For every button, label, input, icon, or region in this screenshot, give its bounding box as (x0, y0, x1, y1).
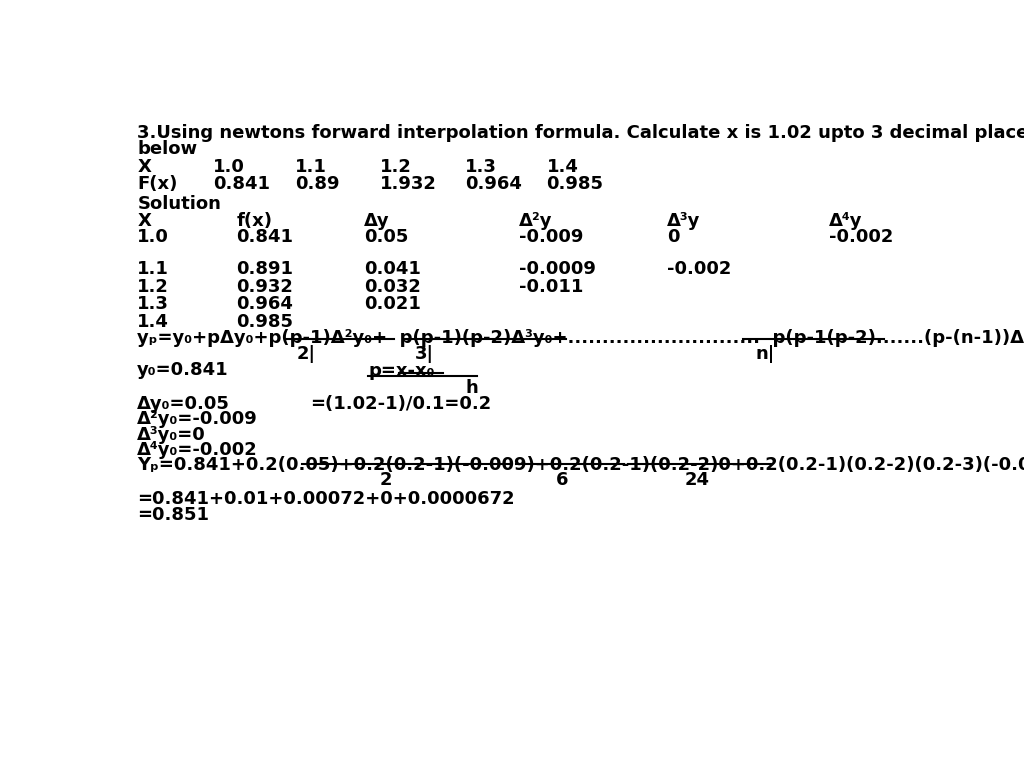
Text: 1.3: 1.3 (137, 296, 169, 313)
Text: Δ⁴y₀=-0.002: Δ⁴y₀=-0.002 (137, 441, 258, 459)
Text: Δ⁴y: Δ⁴y (829, 212, 863, 230)
Text: 1.0: 1.0 (137, 227, 169, 246)
Text: 0.89: 0.89 (295, 175, 339, 194)
Text: 0.985: 0.985 (547, 175, 603, 194)
Text: 0.891: 0.891 (237, 260, 294, 278)
Text: 1.1: 1.1 (295, 157, 327, 176)
Text: =0.841+0.01+0.00072+0+0.0000672: =0.841+0.01+0.00072+0+0.0000672 (137, 490, 515, 508)
Text: Δ²y: Δ²y (519, 212, 553, 230)
Text: Δy₀=0.05: Δy₀=0.05 (137, 395, 230, 412)
Text: Δ³y₀=0: Δ³y₀=0 (137, 425, 206, 444)
Text: 2|: 2| (297, 345, 316, 362)
Text: 1.4: 1.4 (137, 313, 169, 331)
Text: X: X (137, 157, 152, 176)
Text: =(1.02-1)/0.1=0.2: =(1.02-1)/0.1=0.2 (310, 395, 492, 412)
Text: 0: 0 (667, 227, 679, 246)
Text: 0.932: 0.932 (237, 278, 293, 296)
Text: -0.002: -0.002 (667, 260, 731, 278)
Text: 1.3: 1.3 (465, 157, 497, 176)
Text: 3|: 3| (415, 345, 434, 362)
Text: 0.985: 0.985 (237, 313, 294, 331)
Text: 0.964: 0.964 (237, 296, 293, 313)
Text: -0.009: -0.009 (519, 227, 584, 246)
Text: 0.841: 0.841 (213, 175, 270, 194)
Text: 24: 24 (684, 471, 710, 489)
Text: =0.851: =0.851 (137, 505, 209, 524)
Text: 1.932: 1.932 (380, 175, 437, 194)
Text: 3.Using newtons forward interpolation formula. Calculate x is 1.02 upto 3 decima: 3.Using newtons forward interpolation fo… (137, 124, 1024, 143)
Text: Δ³y: Δ³y (667, 212, 700, 230)
Text: y₀=0.841: y₀=0.841 (137, 361, 229, 379)
Text: Yₚ=0.841+0.2(0.05)+0.2(0.2-1)(-0.009)+0.2(0.2-1)(0.2-2)0+0.2(0.2-1)(0.2-2)(0.2-3: Yₚ=0.841+0.2(0.05)+0.2(0.2-1)(-0.009)+0.… (137, 455, 1024, 474)
Text: Δy: Δy (365, 212, 390, 230)
Text: 0.05: 0.05 (365, 227, 409, 246)
Text: 0.041: 0.041 (365, 260, 421, 278)
Text: F(x): F(x) (137, 175, 178, 194)
Text: -0.0009: -0.0009 (519, 260, 596, 278)
Text: X: X (137, 212, 152, 230)
Text: 0.032: 0.032 (365, 278, 421, 296)
Text: 0.841: 0.841 (237, 227, 294, 246)
Text: Solution: Solution (137, 194, 221, 213)
Text: below: below (137, 140, 198, 158)
Text: 0.021: 0.021 (365, 296, 421, 313)
Text: n|: n| (756, 345, 775, 362)
Text: 2: 2 (380, 471, 392, 489)
Text: p=x-x₀: p=x-x₀ (369, 362, 435, 380)
Text: Δ²y₀=-0.009: Δ²y₀=-0.009 (137, 410, 258, 429)
Text: yₚ=y₀+pΔy₀+p(p-1)Δ²y₀+  p(p-1)(p-2)Δ³y₀+............................  p(p-1(p-2): yₚ=y₀+pΔy₀+p(p-1)Δ²y₀+ p(p-1)(p-2)Δ³y₀+.… (137, 329, 1024, 347)
Text: h: h (465, 379, 478, 397)
Text: 1.4: 1.4 (547, 157, 579, 176)
Text: 6: 6 (556, 471, 568, 489)
Text: 1.1: 1.1 (137, 260, 169, 278)
Text: 1.2: 1.2 (380, 157, 412, 176)
Text: f(x): f(x) (237, 212, 272, 230)
Text: 1.2: 1.2 (137, 278, 169, 296)
Text: -0.002: -0.002 (829, 227, 894, 246)
Text: -0.011: -0.011 (519, 278, 584, 296)
Text: 0.964: 0.964 (465, 175, 522, 194)
Text: 1.0: 1.0 (213, 157, 245, 176)
